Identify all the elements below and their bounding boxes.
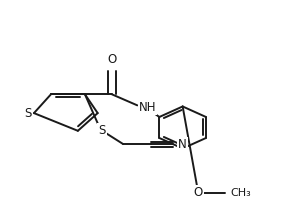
Text: NH: NH	[139, 101, 156, 114]
Text: S: S	[98, 124, 106, 137]
Text: O: O	[107, 53, 116, 66]
Text: S: S	[24, 107, 31, 120]
Text: O: O	[194, 186, 203, 199]
Text: N: N	[178, 138, 186, 151]
Text: CH₃: CH₃	[231, 188, 252, 198]
